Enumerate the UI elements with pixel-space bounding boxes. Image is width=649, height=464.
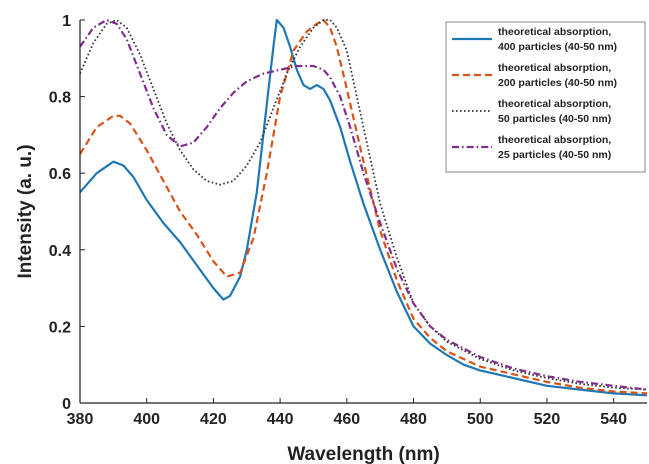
x-tick-label: 380	[67, 411, 94, 428]
legend: theoretical absorption, 400 particles (40…	[446, 22, 645, 172]
y-axis-label: Intensity (a. u.)	[15, 144, 36, 278]
legend-label-3: 50 particles (40-50 nm)	[498, 113, 611, 125]
x-tick-label: 440	[267, 411, 294, 428]
legend-label-2: theoretical absorption,	[498, 62, 611, 74]
legend-label-3: theoretical absorption,	[498, 98, 611, 110]
legend-label-4: theoretical absorption,	[498, 134, 611, 146]
y-tick-label: 1	[62, 13, 71, 30]
x-tick-label: 520	[534, 411, 561, 428]
legend-label-2: 200 particles (40-50 nm)	[498, 77, 617, 89]
y-tick-label: 0.8	[49, 90, 71, 107]
y-tick-label: 0.4	[49, 243, 71, 260]
y-tick-label: 0	[62, 396, 71, 413]
x-tick-label: 420	[200, 411, 227, 428]
x-tick-label: 460	[333, 411, 360, 428]
x-tick-label: 540	[600, 411, 627, 428]
legend-label-1: theoretical absorption,	[498, 26, 611, 38]
y-tick-label: 0.2	[49, 319, 71, 336]
x-tick-label: 500	[467, 411, 494, 428]
legend-label-1: 400 particles (40-50 nm)	[498, 41, 617, 53]
x-axis-label: Wavelength (nm)	[287, 444, 439, 464]
x-tick-label: 400	[133, 411, 160, 428]
x-tick-label: 480	[400, 411, 427, 428]
y-tick-label: 0.6	[49, 166, 71, 183]
legend-label-4: 25 particles (40-50 nm)	[498, 149, 611, 161]
